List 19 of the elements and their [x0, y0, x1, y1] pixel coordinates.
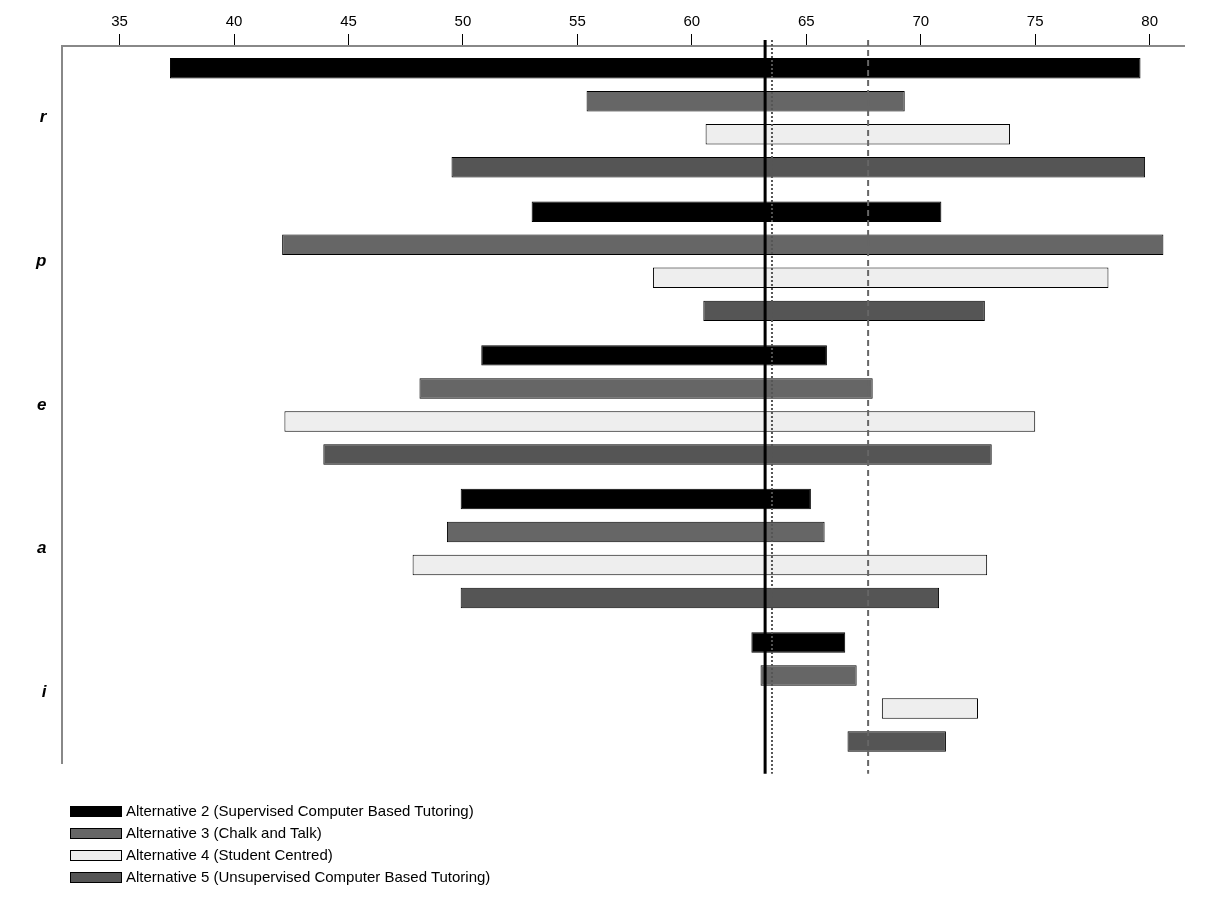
legend-label: Alternative 3 (Chalk and Talk)	[126, 823, 322, 843]
y-tick-label: i	[41, 681, 48, 701]
y-tick-label: r	[39, 107, 48, 127]
x-tick-label: 70	[912, 12, 930, 30]
legend-label: Alternative 5 (Unsupervised Computer Based Tutoring)	[126, 867, 491, 887]
y-tick-label: e	[36, 394, 47, 414]
x-tick-label: 65	[797, 12, 815, 30]
y-tick-label: p	[34, 251, 47, 271]
x-tick-label: 50	[454, 12, 472, 30]
legend-label: Alternative 2 (Supervised Computer Based Tutoring)	[126, 801, 474, 821]
x-tick-label: 80	[1141, 12, 1159, 30]
x-tick-label: 45	[340, 12, 357, 30]
x-tick-label: 40	[225, 12, 243, 30]
y-tick-label: a	[36, 538, 47, 558]
legend-label: Alternative 4 (Student Centred)	[126, 845, 333, 865]
x-tick-label: 60	[683, 12, 701, 30]
x-tick-label: 75	[1026, 12, 1044, 30]
x-tick-label: 35	[111, 12, 128, 30]
x-tick-label: 55	[569, 12, 586, 30]
